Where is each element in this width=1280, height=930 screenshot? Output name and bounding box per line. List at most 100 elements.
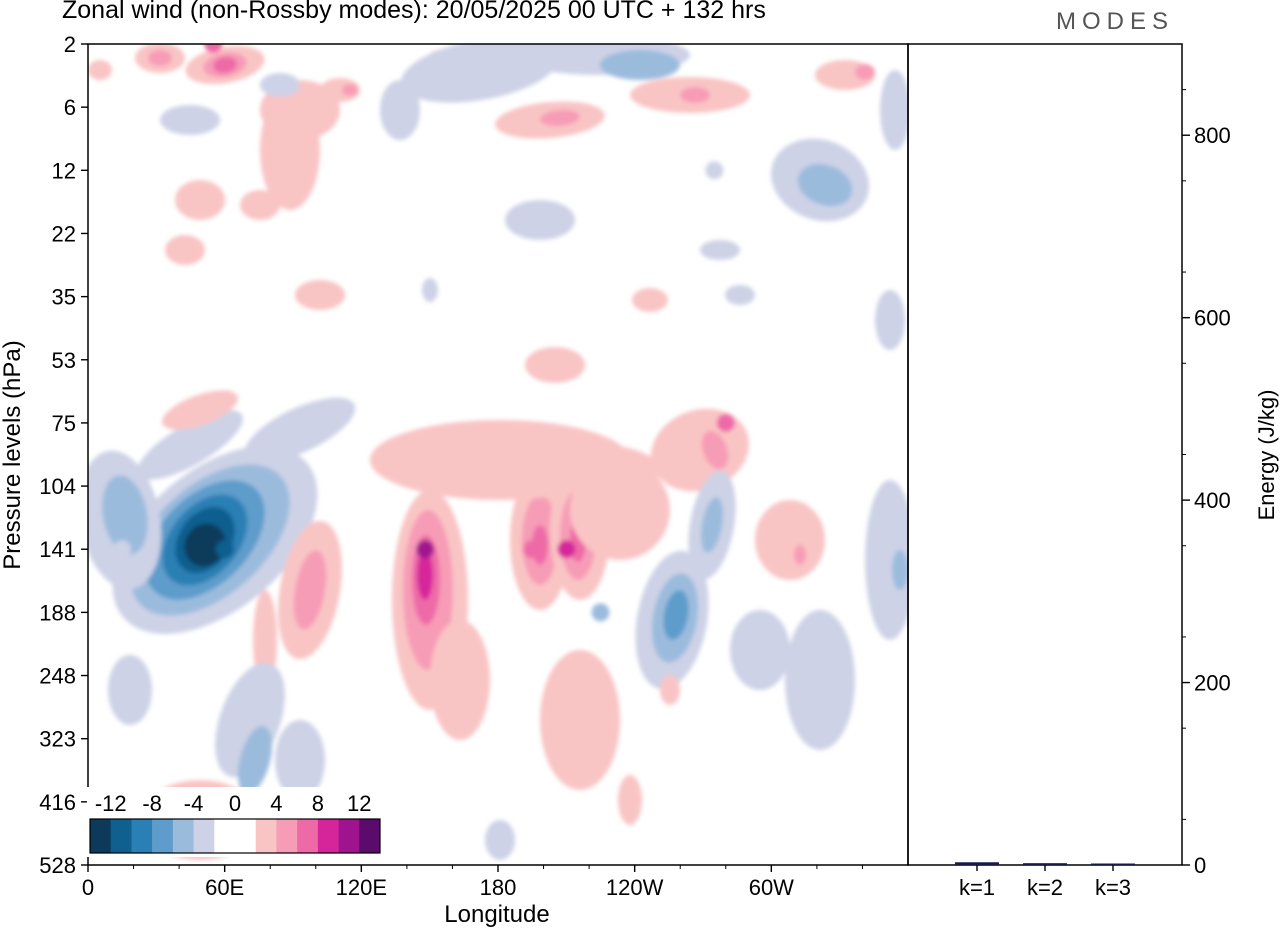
y-tick-label: 53 xyxy=(52,348,76,373)
field-contour xyxy=(680,87,710,103)
energy-bars: k=1 k=2 k=3 xyxy=(955,862,1135,900)
colorbar-swatch xyxy=(214,819,236,853)
longitude-axis: 0 60E 120E 180 120W 60W xyxy=(82,865,863,900)
colorbar-swatch xyxy=(110,819,132,853)
energy-bar xyxy=(955,862,999,865)
y-tick-label: 22 xyxy=(52,221,76,246)
colorbar-swatch xyxy=(193,819,215,853)
colorbar-tick-label: 12 xyxy=(347,791,371,816)
field-contour xyxy=(525,347,585,383)
colorbar-frame xyxy=(89,818,381,854)
colorbar-tick-label: 4 xyxy=(270,791,282,816)
y-axis-label: Pressure levels (hPa) xyxy=(0,340,26,569)
field-contour xyxy=(730,610,790,690)
field-contour xyxy=(663,590,689,640)
x-tick-label: 0 xyxy=(82,875,94,900)
field-extremum xyxy=(705,161,724,180)
field-contour xyxy=(162,390,238,430)
energy-bar xyxy=(1023,863,1067,865)
field-contour xyxy=(725,285,755,305)
colorbar-swatch xyxy=(317,819,339,853)
field-contour xyxy=(422,278,438,302)
y-tick-label: 6 xyxy=(64,95,76,120)
field-contour xyxy=(600,50,680,80)
x-tick-label: 60E xyxy=(205,875,244,900)
field-contour xyxy=(701,430,729,470)
colorbar-swatch xyxy=(255,819,277,853)
y-tick-label: 141 xyxy=(39,537,76,562)
energy-category-label: k=2 xyxy=(1027,875,1063,900)
colorbar-swatch xyxy=(172,819,194,853)
field-extremum xyxy=(523,540,542,559)
field-contour xyxy=(855,64,875,80)
energy-category-label: k=3 xyxy=(1095,875,1131,900)
field-contour xyxy=(137,410,243,480)
x-tick-label: 180 xyxy=(480,875,517,900)
field-contour xyxy=(485,820,515,860)
colorbar-swatch xyxy=(152,819,174,853)
field-contour xyxy=(275,720,325,800)
colorbar-swatch xyxy=(90,819,112,853)
zonal-wind-heatmap xyxy=(88,44,908,865)
colorbar-swatch xyxy=(338,819,360,853)
energy-tick-label: 800 xyxy=(1194,123,1231,148)
y-tick-label: 12 xyxy=(52,158,76,183)
field-contour xyxy=(260,73,300,97)
y-tick-label: 248 xyxy=(39,664,76,689)
field-extremum xyxy=(204,44,223,53)
brand-logo: MODES xyxy=(1056,8,1175,35)
field-contour xyxy=(184,523,226,567)
energy-bar xyxy=(1091,863,1135,865)
field-contour xyxy=(865,480,908,640)
x-tick-label: 120E xyxy=(336,875,387,900)
energy-category-label: k=1 xyxy=(959,875,995,900)
field-extremum xyxy=(591,603,610,622)
colorbar-swatch xyxy=(359,819,381,853)
chart-title: Zonal wind (non-Rossby modes): 20/05/202… xyxy=(62,0,766,24)
field-extremum xyxy=(557,540,576,559)
field-contour xyxy=(342,84,358,96)
y-tick-label: 416 xyxy=(39,790,76,815)
field-contour xyxy=(213,56,237,74)
colorbar-tick-label: 0 xyxy=(229,791,241,816)
energy-tick-label: 200 xyxy=(1194,671,1231,696)
field-contour xyxy=(175,180,225,220)
field-contour xyxy=(244,397,356,463)
colorbar-swatch xyxy=(131,819,153,853)
colorbar-tick-label: -8 xyxy=(142,791,162,816)
field-contour xyxy=(785,610,855,750)
y-tick-label: 75 xyxy=(52,411,76,436)
field-contour xyxy=(618,775,642,825)
energy-tick-label: 0 xyxy=(1194,853,1206,878)
colorbar: -12 -8 -4 0 4 8 12 xyxy=(87,787,383,857)
energy-tick-label: 400 xyxy=(1194,488,1231,513)
field-extremum xyxy=(416,540,435,559)
field-contour xyxy=(701,497,723,553)
field-contour xyxy=(794,545,806,565)
field-contour xyxy=(240,190,280,220)
colorbar-tick-label: -12 xyxy=(95,791,127,816)
field-contour xyxy=(797,163,853,207)
field-contour xyxy=(380,80,420,140)
field-contour xyxy=(700,240,740,260)
field-contour xyxy=(295,280,345,310)
y-tick-label: 35 xyxy=(52,285,76,310)
field-extremum xyxy=(215,540,234,559)
field-contour xyxy=(108,655,152,725)
x-tick-label: 120W xyxy=(606,875,664,900)
field-contour xyxy=(165,235,205,265)
pressure-axis: 2 6 12 22 35 53 75 104 141 188 248 323 416 528 xyxy=(39,32,88,878)
field-contour xyxy=(875,290,905,350)
field-extremum xyxy=(716,413,735,432)
field-contour xyxy=(540,109,580,127)
field-contour xyxy=(660,675,680,705)
energy-tick-label: 600 xyxy=(1194,306,1231,331)
field-contour xyxy=(102,475,148,555)
field-contour xyxy=(430,620,490,740)
colorbar-tick-label: -4 xyxy=(184,791,204,816)
field-contour xyxy=(148,50,172,66)
field-contour xyxy=(632,288,668,312)
field-contour xyxy=(540,445,660,495)
field-contour xyxy=(880,70,908,150)
